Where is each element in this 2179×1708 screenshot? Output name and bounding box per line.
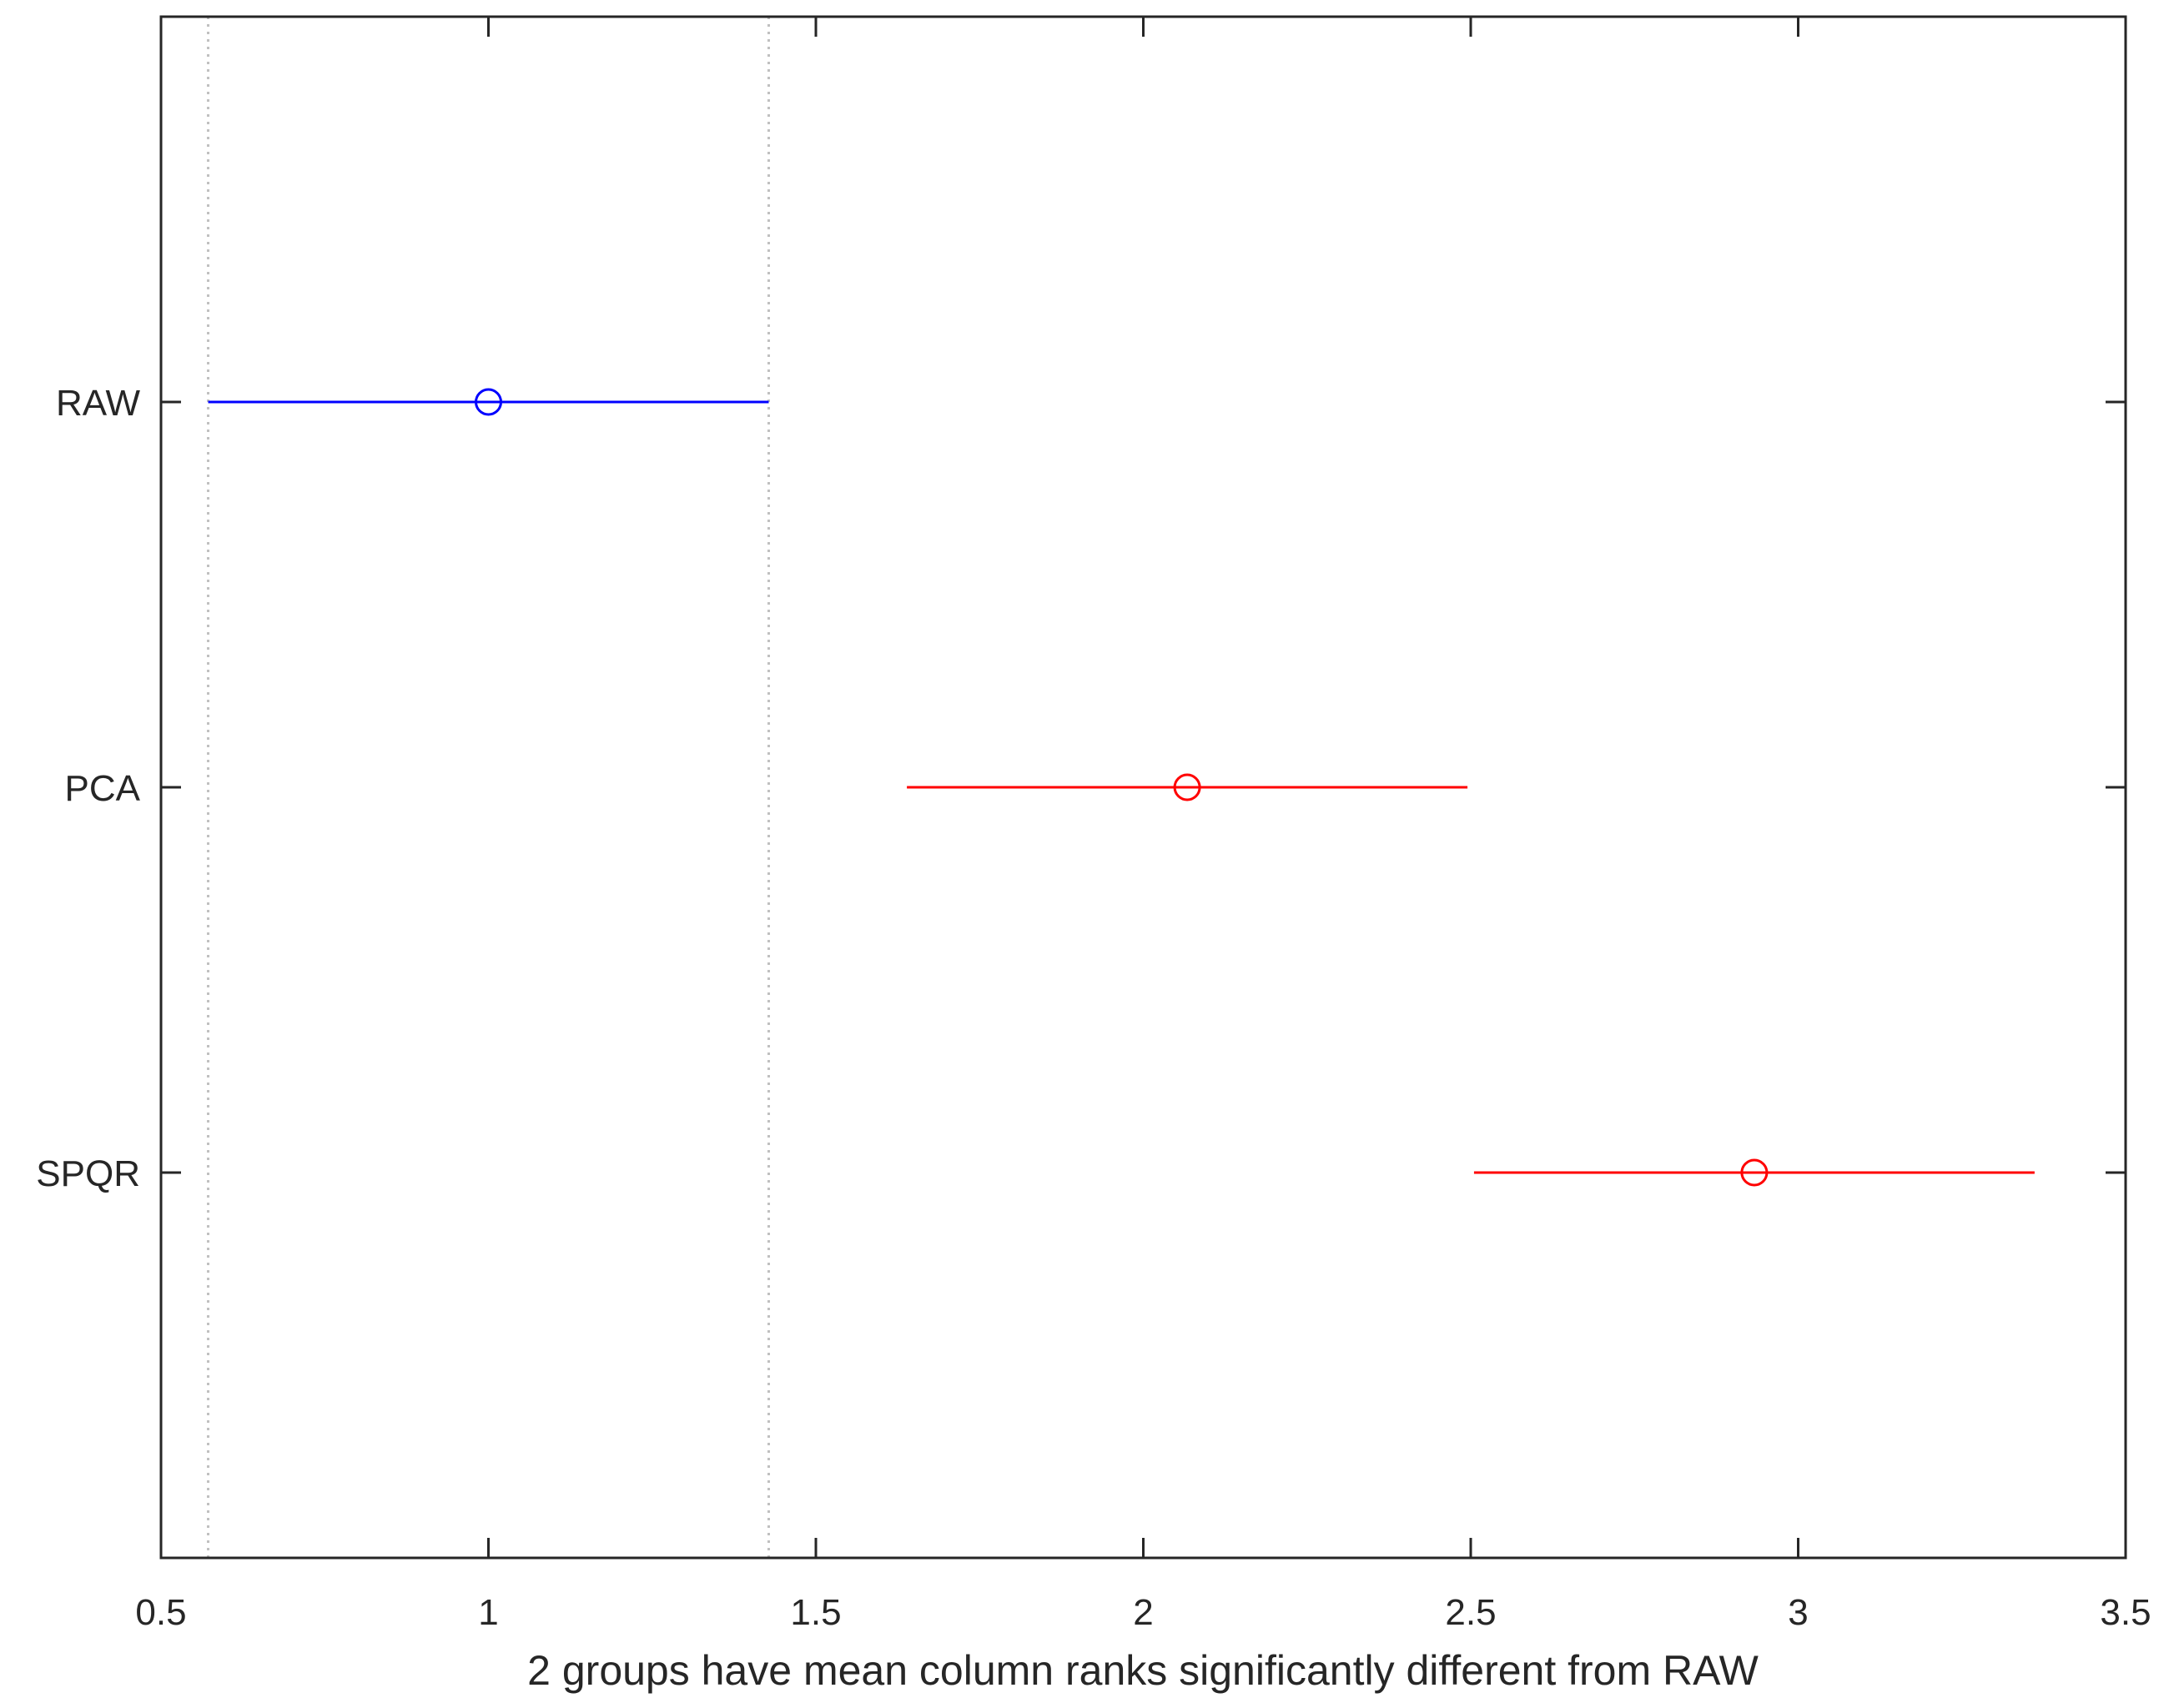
- x-tick-label-4: 2.5: [1445, 1592, 1496, 1633]
- reference-lines: [207, 17, 770, 1558]
- plot-frame: [159, 15, 2127, 1560]
- y-tick-label-raw: RAW: [56, 383, 140, 424]
- mean-marker-raw: [475, 388, 502, 416]
- x-tick-label-6: 3.5: [2100, 1592, 2151, 1633]
- x-tick-label-2: 1.5: [790, 1592, 841, 1633]
- x-tick-label-0: 0.5: [135, 1592, 186, 1633]
- mean-marker-pca: [1173, 773, 1201, 801]
- mean-marker-spqr: [1740, 1158, 1769, 1187]
- x-tick-label-5: 3: [1788, 1592, 1808, 1633]
- y-tick-label-spqr: SPQR: [36, 1153, 140, 1194]
- x-tick-labels: 0.5 1 1.5 2 2.5 3 3.5: [135, 1592, 2151, 1633]
- comparison-intervals: [208, 388, 2035, 1187]
- y-tick-labels: RAW PCA SPQR: [36, 383, 140, 1194]
- x-tick-label-3: 2: [1133, 1592, 1153, 1633]
- x-axis-title: 2 groups have mean column ranks signific…: [527, 1647, 1759, 1694]
- x-tick-label-1: 1: [478, 1592, 498, 1633]
- y-tick-label-pca: PCA: [65, 768, 141, 809]
